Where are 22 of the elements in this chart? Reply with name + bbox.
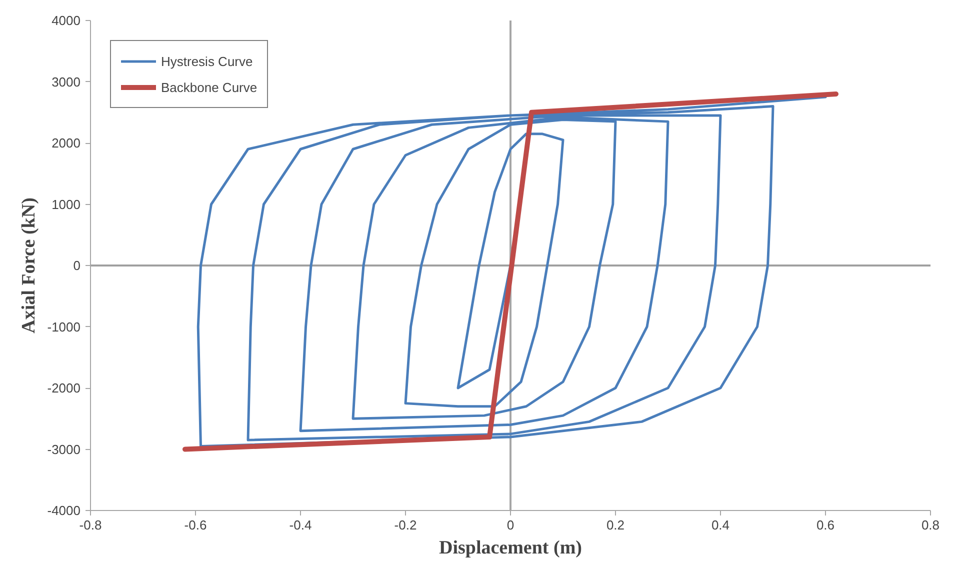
y-tick-label: -3000 <box>47 442 80 457</box>
y-tick-label: -1000 <box>47 319 80 334</box>
y-tick-label: 3000 <box>52 74 80 90</box>
y-tick-label: 0 <box>73 258 81 273</box>
x-tick-label: 0.8 <box>921 518 940 532</box>
x-tick-label: 0.2 <box>606 518 625 532</box>
x-tick-label: -0.8 <box>79 518 102 532</box>
y-tick-label: -2000 <box>47 380 80 396</box>
x-tick-label: 0.6 <box>816 518 835 532</box>
legend-label: Backbone Curve <box>161 80 258 94</box>
x-tick-label: -0.6 <box>184 518 207 532</box>
y-tick-label: 2000 <box>52 136 80 150</box>
y-tick-label: 4000 <box>52 13 80 28</box>
x-tick-label: 0.4 <box>711 518 730 532</box>
y-tick-label: -4000 <box>47 503 80 518</box>
x-tick-label: -0.2 <box>394 518 417 532</box>
y-axis-title: Axial Force (kN) <box>18 198 40 334</box>
y-tick-label: 1000 <box>52 196 80 212</box>
x-axis-title: Displacement (m) <box>439 538 582 558</box>
x-tick-label: -0.4 <box>289 518 312 532</box>
legend-label: Hystresis Curve <box>161 54 253 68</box>
x-tick-label: 0 <box>506 518 514 532</box>
